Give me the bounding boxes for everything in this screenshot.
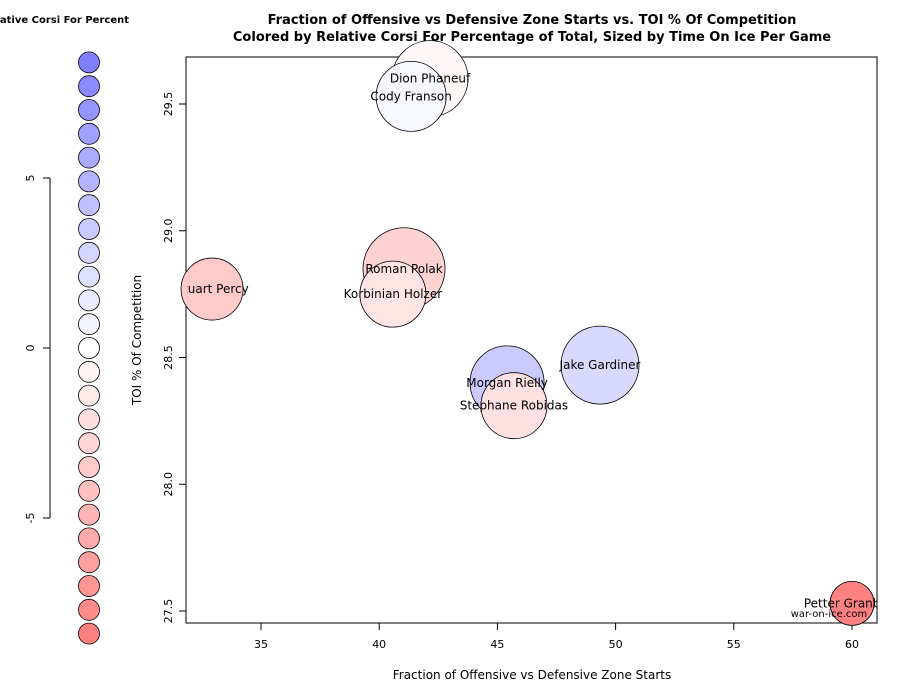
legend-swatch xyxy=(78,360,100,383)
legend-swatch xyxy=(78,75,100,98)
legend-swatch xyxy=(78,598,100,621)
bubbles xyxy=(180,40,875,626)
bubble-korbinian-holzer xyxy=(359,260,427,328)
y-tick-label: 28.0 xyxy=(162,472,175,497)
y-tick-label: 29.0 xyxy=(162,219,175,244)
legend-tick-label: 5 xyxy=(24,175,37,182)
point-label: Korbinian Holzer xyxy=(344,287,443,301)
point-label: Stephane Robidas xyxy=(460,399,568,413)
y-tick-label: 28.5 xyxy=(162,345,175,370)
legend-swatch xyxy=(78,99,100,121)
legend-swatch xyxy=(78,527,100,550)
bubble-stuart-percy xyxy=(180,257,244,321)
legend-swatch xyxy=(78,194,100,217)
legend-swatch xyxy=(78,337,100,359)
x-axis-label: Fraction of Offensive vs Defensive Zone … xyxy=(393,668,672,682)
legend-swatch xyxy=(78,575,100,597)
chart-title: Fraction of Offensive vs Defensive Zone … xyxy=(268,13,797,28)
legend-swatch xyxy=(78,479,100,502)
legend-swatch xyxy=(78,456,100,478)
y-tick-label: 27.5 xyxy=(162,599,175,624)
legend-tick-label: 0 xyxy=(24,345,37,352)
x-tick-label: 50 xyxy=(609,638,623,651)
x-tick-label: 40 xyxy=(372,638,386,651)
legend-title: Relative Corsi For Percent xyxy=(0,15,129,26)
legend-swatch xyxy=(78,384,100,407)
color-legend: 5 0 -5 xyxy=(24,51,100,645)
point-label: Roman Polak xyxy=(365,262,442,276)
x-tick-label: 45 xyxy=(490,638,504,651)
axes: 35 40 45 50 55 60 27.5 28.0 28.5 29.0 29.5 xyxy=(162,92,859,651)
bubble-petter-granberg xyxy=(829,580,875,626)
y-tick-label: 29.5 xyxy=(162,92,175,117)
legend-swatch xyxy=(78,51,100,74)
legend-swatch xyxy=(78,503,100,526)
chart-subtitle: Colored by Relative Corsi For Percentage… xyxy=(233,30,831,45)
bubble-jake-gardiner xyxy=(560,325,640,405)
x-tick-label: 35 xyxy=(254,638,268,651)
legend-swatch xyxy=(78,122,100,145)
point-labels: Dion Phaneuf Cody Franson Stuart Percy Roma… xyxy=(175,72,900,611)
x-tick-label: 55 xyxy=(727,638,741,651)
point-label: Jake Gardiner xyxy=(559,358,641,372)
legend-swatch xyxy=(78,313,100,336)
legend-swatch xyxy=(78,170,100,193)
point-label: Morgan Rielly xyxy=(466,376,548,390)
legend-swatch xyxy=(78,146,100,169)
x-tick-label: 60 xyxy=(845,638,859,651)
point-label: Stuart Percy xyxy=(175,282,248,296)
plot-frame xyxy=(185,56,878,624)
bubble-cody-franson xyxy=(375,60,447,132)
legend-swatch xyxy=(78,622,100,645)
legend-swatch xyxy=(78,432,100,455)
y-axis-label: TOI % Of Competition xyxy=(130,275,144,406)
legend-swatch xyxy=(78,551,100,574)
bubble-stephane-robidas xyxy=(480,372,548,440)
point-label: Cody Franson xyxy=(370,89,451,103)
point-label: Dion Phaneuf xyxy=(390,72,471,86)
watermark: war-on-ice.com xyxy=(791,609,868,620)
point-label: Petter Granberg xyxy=(804,596,900,610)
legend-swatch xyxy=(78,241,100,264)
legend-swatch xyxy=(78,218,100,240)
legend-swatch xyxy=(78,265,100,288)
legend-tick-label: -5 xyxy=(24,513,37,524)
legend-swatch xyxy=(78,408,100,431)
legend-swatch xyxy=(78,289,100,312)
